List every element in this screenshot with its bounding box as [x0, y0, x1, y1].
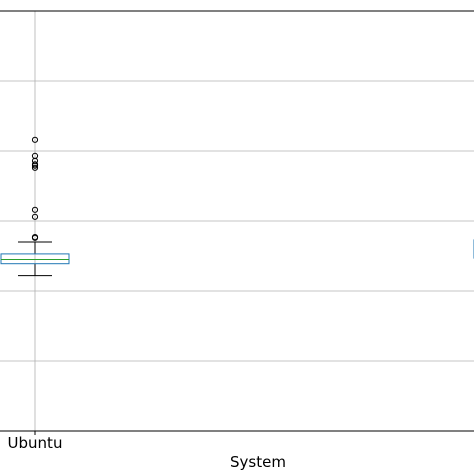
plot-frame	[0, 10, 474, 432]
outlier-point	[31, 234, 39, 241]
box-layer	[0, 136, 474, 277]
box-ubuntu	[0, 136, 70, 277]
outlier-point	[31, 161, 39, 168]
outlier-point	[31, 164, 39, 171]
outlier-point	[31, 136, 39, 143]
grid	[0, 10, 474, 432]
x-tick-labels: UbuntuWindows	[8, 431, 63, 452]
outlier-point	[31, 152, 39, 159]
x-tick-label: Ubuntu	[8, 434, 63, 452]
x-axis-label: System	[230, 453, 286, 471]
outlier-point	[31, 213, 39, 220]
box-iqr	[0, 253, 70, 265]
outlier-point	[31, 206, 39, 213]
